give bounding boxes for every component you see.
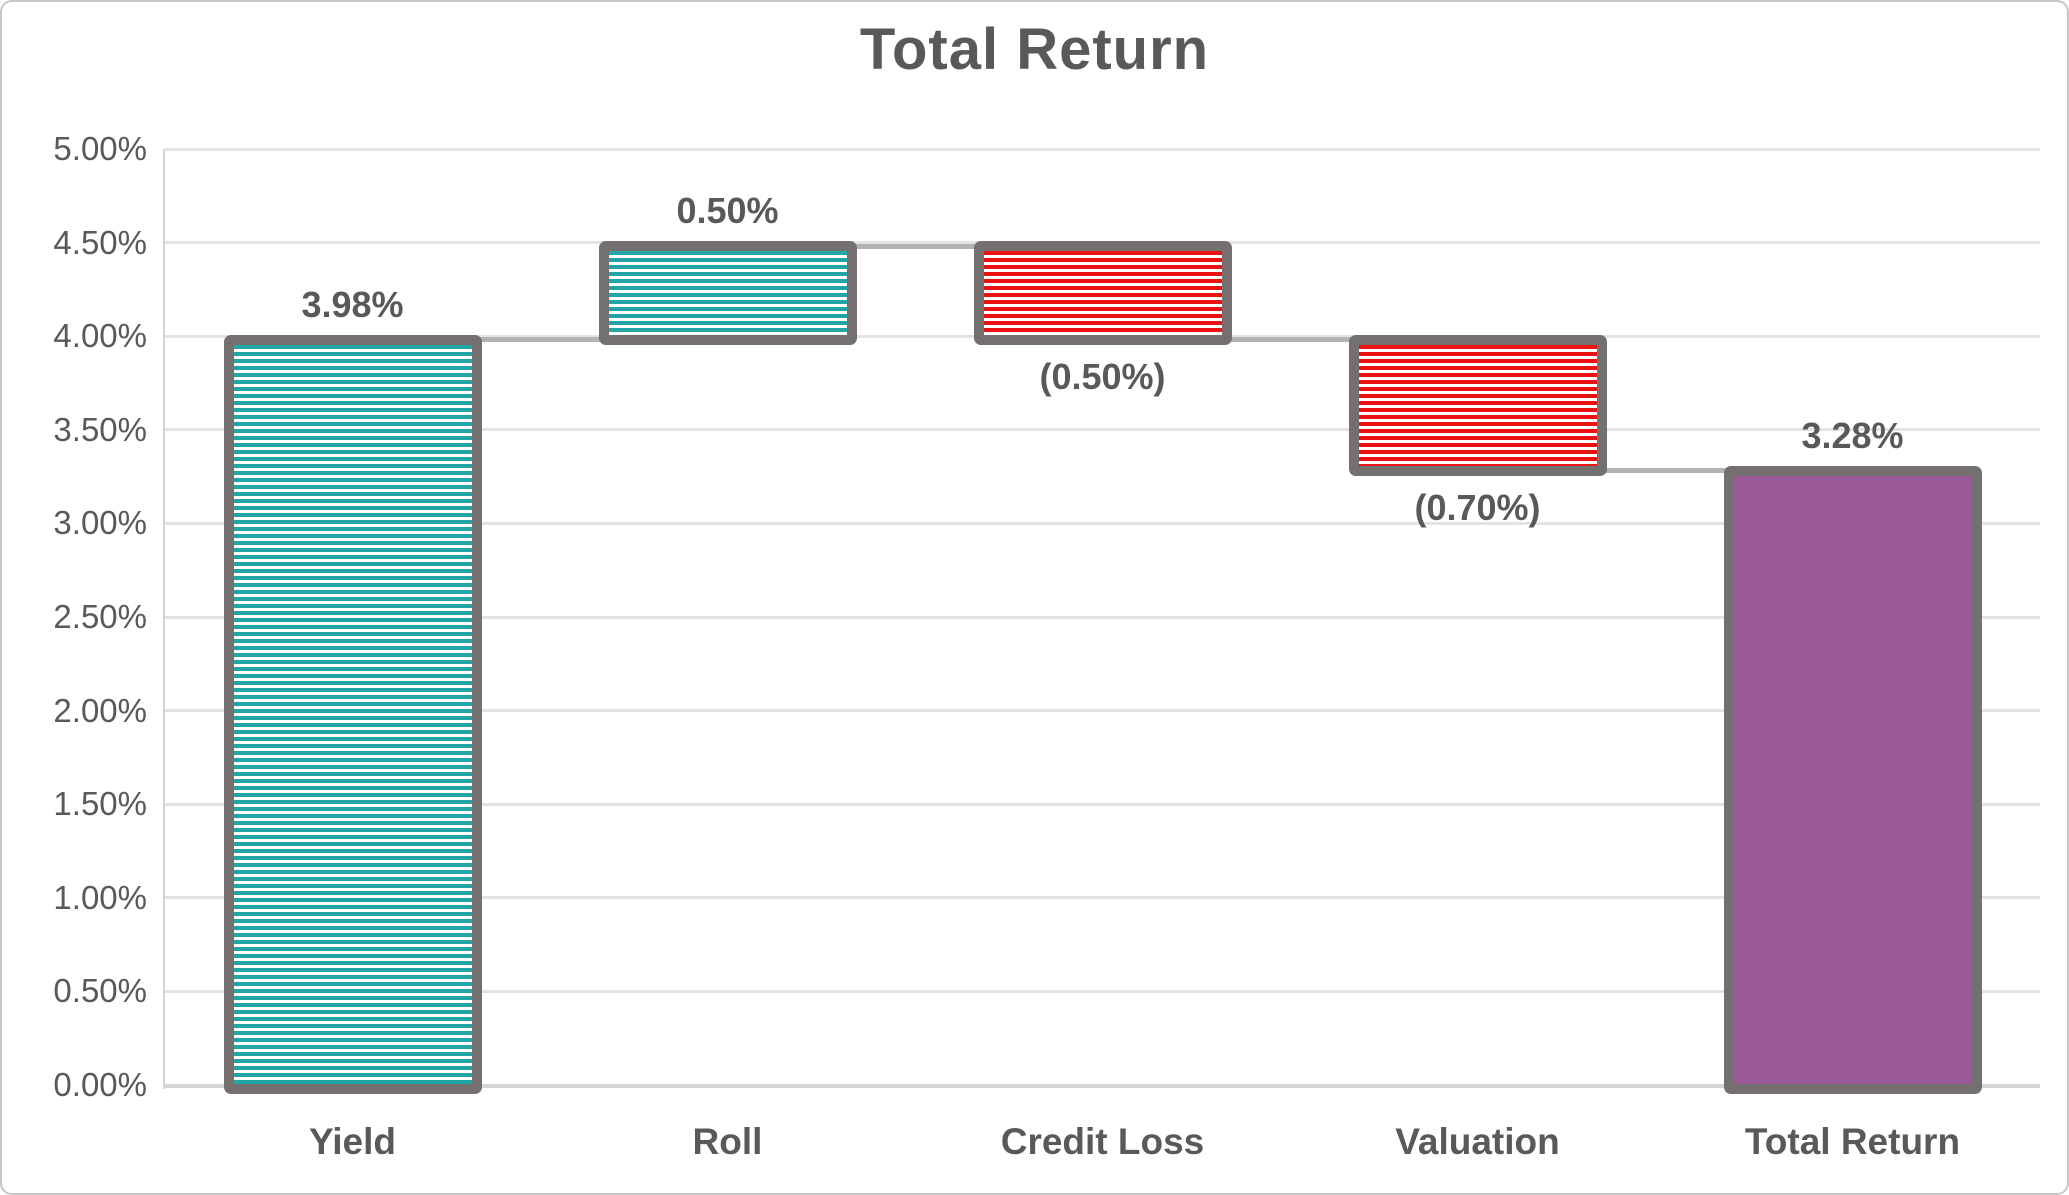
x-axis-label-credit-loss: Credit Loss: [1000, 1121, 1205, 1162]
y-tick-250: 2.50%: [53, 598, 147, 635]
data-label-yield: 3.98%: [301, 283, 404, 325]
y-tick-100: 1.00%: [53, 878, 147, 916]
gridline: [165, 428, 2040, 432]
connector-roll-to-credit-loss: [852, 243, 978, 249]
connector-valuation-to-total-return: [1602, 468, 1728, 474]
bar-roll[interactable]: [598, 241, 857, 345]
gridline: [165, 896, 2040, 900]
y-tick-300: 3.00%: [53, 504, 147, 542]
data-label-valuation: (0.70%): [1414, 486, 1541, 528]
gridline: [165, 615, 2040, 619]
y-tick-400: 4.00%: [53, 317, 147, 355]
data-label-credit-loss: (0.50%): [1039, 355, 1166, 397]
y-tick-000: 0.00%: [53, 1066, 147, 1103]
y-tick-500: 5.00%: [53, 130, 147, 167]
y-axis-line: [163, 149, 165, 1089]
y-axis-tick-labels: 0.00% 0.50% 1.00% 1.50% 2.00% 2.50% 3.00% 3.50%…: [2, 130, 147, 1103]
bar-valuation[interactable]: [1348, 334, 1607, 476]
x-axis-label-total-return: Total Return: [1744, 1121, 1961, 1162]
bar-yield[interactable]: [223, 334, 482, 1094]
gridline: [165, 709, 2040, 713]
connector-credit-loss-to-valuation: [1227, 337, 1353, 343]
y-tick-450: 4.50%: [53, 223, 147, 261]
x-axis-category-labels: Yield Roll Credit Loss Valuation Total Retur…: [165, 1114, 2040, 1170]
gridline: [165, 802, 2040, 806]
gridline: [165, 521, 2040, 525]
x-axis-label-roll: Roll: [692, 1121, 763, 1162]
bar-total-return[interactable]: [1723, 465, 1982, 1094]
y-tick-050: 0.50%: [53, 972, 147, 1010]
y-tick-200: 2.00%: [53, 691, 147, 729]
plot-area: 3.98% 0.50% (0.50%) (0.70%) 3.28%: [163, 147, 2040, 1094]
x-axis-label-yield: Yield: [308, 1121, 397, 1162]
y-tick-350: 3.50%: [53, 410, 147, 448]
x-axis-label-valuation: Valuation: [1395, 1121, 1560, 1162]
x-axis-line: [165, 1084, 2040, 1088]
data-label-roll: 0.50%: [676, 190, 779, 232]
gridline: [165, 989, 2040, 993]
gridline: [165, 147, 2040, 151]
y-tick-150: 1.50%: [53, 785, 147, 823]
chart-title: Total Return: [859, 17, 1210, 82]
connector-yield-to-roll: [477, 337, 603, 343]
bar-credit-loss[interactable]: [973, 241, 1232, 345]
data-label-total-return: 3.28%: [1801, 414, 1904, 456]
